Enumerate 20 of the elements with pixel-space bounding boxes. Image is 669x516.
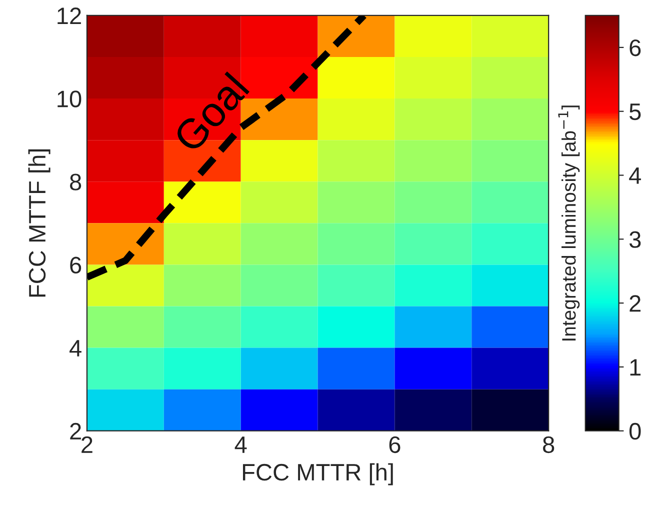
y-tick-label: 6 [70,256,82,274]
y-tick-label: 8 [70,174,82,190]
x-tick-label: 6 [389,436,400,454]
color-bar-label: 1 [630,359,641,376]
y-tick-label: 10 [58,90,82,108]
y-axis-title: FCC MTTF [h] [28,149,50,297]
color-bar-label: 4 [629,168,641,184]
color-bar-label: 3 [629,231,641,248]
y-tick-label: 4 [70,340,82,356]
x-tick-label: 8 [543,436,554,454]
color-bar-label: 5 [629,104,641,120]
color-bar-label: 6 [630,40,641,56]
color-bar-label: 2 [630,295,640,312]
y-tick-label: 12 [58,8,81,24]
y-tick-label: 2 [70,422,81,440]
x-tick-label: 4 [234,436,247,453]
color-bar-title: Integrated luminosity [ab$^{−1}$] [558,106,580,340]
x-tick-label: 2 [82,436,92,453]
color-bar-label: 0 [629,422,641,440]
x-axis-title: FCC MTTR [h] [242,463,393,486]
